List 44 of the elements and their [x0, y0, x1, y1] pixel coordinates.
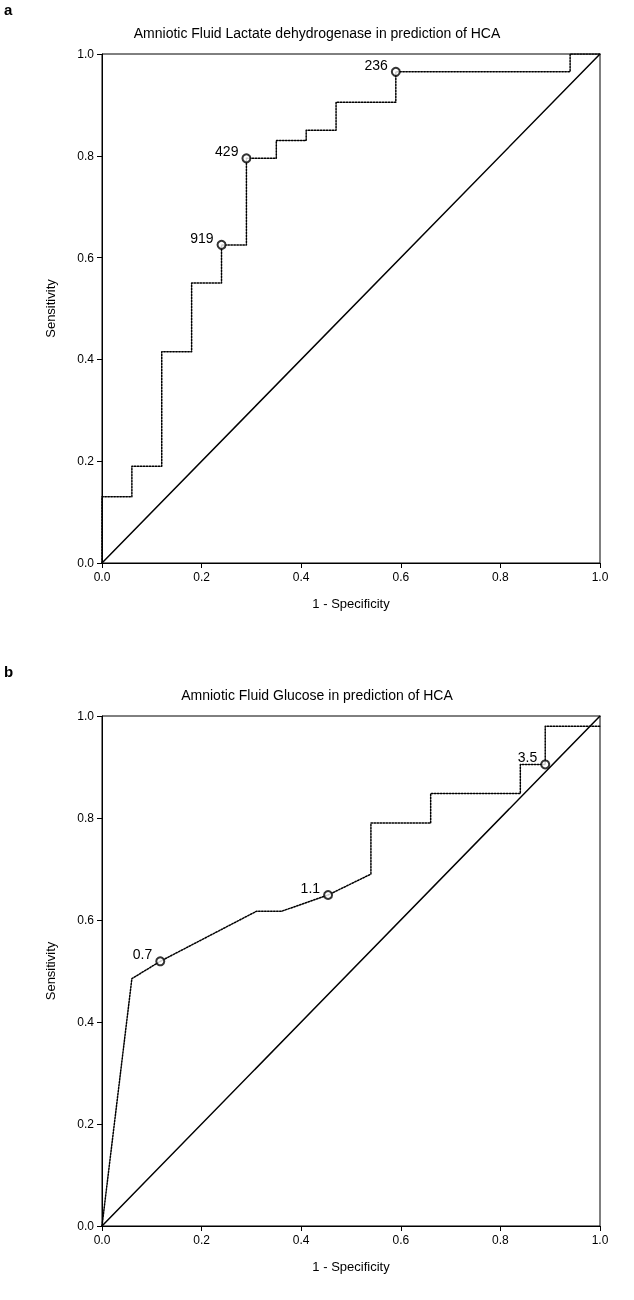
x-tick-label: 1.0 [591, 1233, 609, 1247]
y-axis-title: Sensitivity [43, 278, 58, 338]
annotation: 236 [364, 56, 389, 73]
x-tick-label: 0.8 [492, 1233, 510, 1247]
y-tick-label: 0.8 [77, 148, 95, 163]
point [540, 759, 551, 770]
y-tick-label: 0.2 [77, 1117, 95, 1131]
annotation: 1.1 [300, 880, 321, 897]
chart-title: Amniotic Fluid Lactate dehydrogenase in prediction of HCA [133, 25, 501, 41]
y-tick-label: 0.6 [77, 250, 95, 265]
point [216, 239, 227, 250]
y-axis-title: Sensitivity [43, 941, 58, 1001]
x-tick-label: 0.2 [193, 1233, 211, 1247]
y-tick-label: 0.4 [77, 1015, 95, 1029]
y-tick-label: 0.0 [77, 556, 95, 570]
y-tick-label: 0.4 [77, 352, 95, 367]
x-axis-title: 1 - Specificity [312, 1259, 391, 1274]
x-tick-label: 0.8 [492, 570, 510, 584]
y-tick-label: 0.8 [77, 811, 95, 825]
y-tick-label: 1.0 [77, 709, 95, 723]
x-axis-title: 1 - Specificity [312, 596, 391, 611]
x-tick-label: 0.0 [93, 570, 111, 584]
y-tick-label: 0.0 [77, 1219, 95, 1233]
annotation: 0.7 [132, 946, 153, 963]
x-tick-label: 0.6 [392, 570, 410, 584]
y-tick-label: 1.0 [77, 47, 95, 61]
chart-title: Amniotic Fluid Glucose in prediction of HCA [181, 687, 454, 703]
x-tick-label: 1.0 [591, 570, 609, 584]
x-tick-label: 0.4 [292, 570, 310, 584]
text: a [4, 1, 13, 18]
x-tick-label: 0.6 [392, 1233, 410, 1247]
x-tick-label: 0.0 [93, 1233, 111, 1247]
x-tick-label: 0.4 [292, 1233, 310, 1247]
y-tick-label: 0.2 [77, 454, 95, 469]
annotation: 429 [215, 143, 239, 160]
text: b [4, 663, 14, 680]
point [323, 890, 334, 901]
x-tick-label: 0.2 [193, 570, 211, 584]
point [390, 66, 401, 77]
point [241, 153, 252, 164]
annotation: 3.5 [517, 749, 538, 766]
annotation: 919 [190, 229, 214, 246]
point [155, 956, 166, 967]
y-tick-label: 0.6 [77, 913, 95, 927]
